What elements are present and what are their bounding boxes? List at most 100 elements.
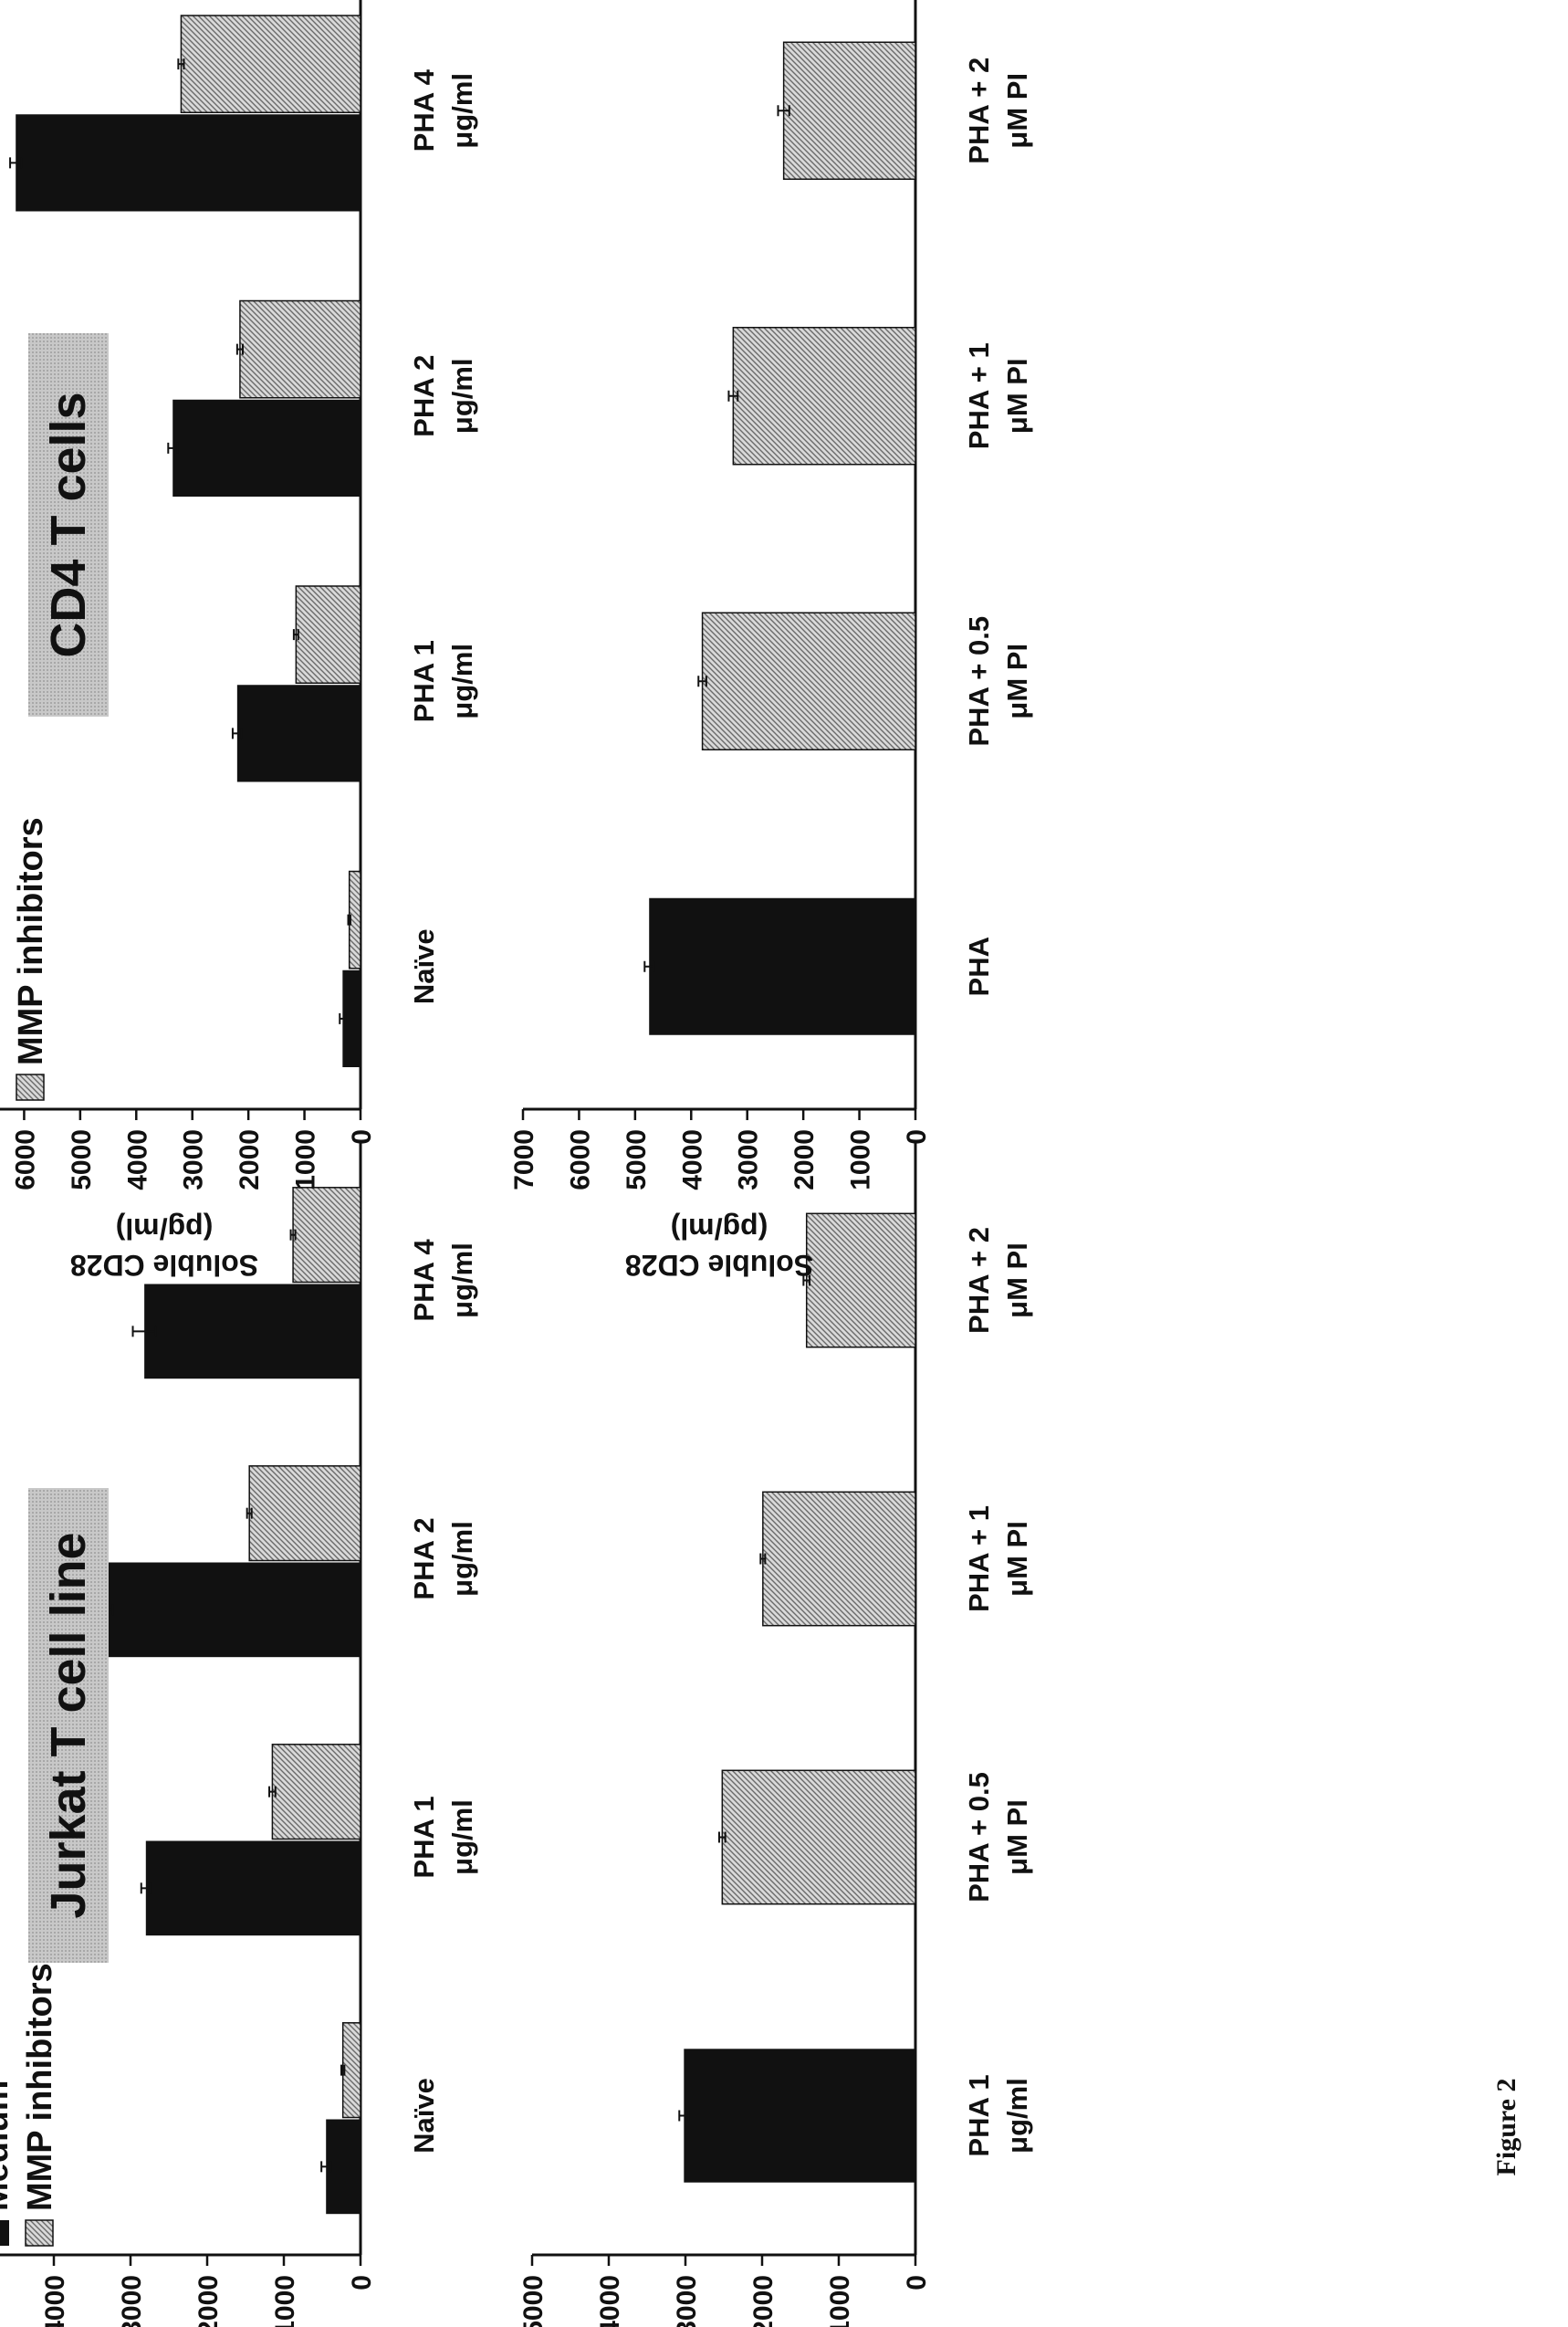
bar-3 [732, 327, 916, 466]
y-tick-label: 5000 [67, 1129, 97, 1190]
category-label: PHA 4 [408, 1239, 440, 1322]
y-tick-label: 1000 [825, 2275, 855, 2327]
y-tick-label: 1000 [291, 1129, 321, 1190]
bar-medium-1 [326, 2119, 361, 2215]
bar-4 [782, 41, 916, 180]
y-tick-label: 6000 [10, 1129, 40, 1190]
legend-label: medium [0, 932, 6, 1065]
y-tick-label: 5000 [622, 1129, 652, 1190]
category-label: μg/ml [1001, 2078, 1033, 2154]
bar-mmp-4 [180, 15, 361, 113]
group-title-1: Jurkat T cell line [28, 1488, 109, 1963]
y-axis-label-unit: (pg/ml) [116, 1212, 214, 1245]
legend-swatch [0, 2220, 9, 2246]
category-label: PHA + 1 [963, 342, 995, 449]
bar-mmp-3 [248, 1465, 361, 1562]
category-label: Naïve [408, 928, 440, 1004]
y-tick-label: 0 [347, 1129, 377, 1145]
bar-medium-3 [103, 1562, 361, 1658]
y-tick-label: 3000 [734, 1129, 764, 1190]
category-label: PHA + 2 [963, 1227, 995, 1334]
y-axis-label: Soluble CD28 [70, 1249, 258, 1282]
category-label: PHA 2 [408, 1517, 440, 1599]
bar-2 [721, 1769, 916, 1905]
group-title-text: Jurkat T cell line [41, 1532, 96, 1918]
bar-1 [684, 2049, 915, 2183]
group-title-background [28, 1488, 109, 1963]
bar-3 [762, 1491, 916, 1627]
bar-mmp-1 [341, 2022, 361, 2119]
y-tick-label: 1000 [270, 2275, 300, 2327]
bar-4 [805, 1212, 916, 1348]
bar-mmp-4 [292, 1187, 361, 1284]
figure-caption: Figure 2 [1491, 2079, 1521, 2176]
bar-medium-3 [172, 399, 361, 497]
y-tick-label: 2000 [193, 2275, 224, 2327]
category-label: μM PI [1001, 1242, 1033, 1318]
category-label: PHA 1 [408, 1796, 440, 1878]
y-axis-label-unit: (pg/ml) [671, 1212, 768, 1245]
y-tick-label: 4000 [40, 2275, 70, 2327]
legend-label: MMP inhibitors [12, 817, 50, 1065]
category-label: PHA + 0.5 [963, 616, 995, 747]
category-label: PHA [963, 937, 995, 996]
bar-medium-4 [144, 1284, 361, 1379]
category-label: PHA + 1 [963, 1505, 995, 1612]
group-title-2: CD4 T cells [28, 333, 109, 717]
y-tick-label: 5000 [518, 2275, 549, 2327]
category-label: μg/ml [446, 1242, 478, 1318]
y-tick-label: 3000 [672, 2275, 702, 2327]
chart-panel-1: 010002000300040005000Soluble CD28(pg/ml)… [0, 1141, 478, 2327]
category-label: PHA 4 [408, 68, 440, 152]
bar-mmp-2 [295, 585, 361, 684]
y-tick-label: 3000 [179, 1129, 209, 1190]
legend-label: Medium [0, 2080, 16, 2211]
bar-medium-1 [342, 970, 361, 1067]
category-label: PHA + 2 [963, 58, 995, 164]
y-tick-label: 4000 [595, 2275, 625, 2327]
chart-panel-4: 0 1000 2000 3000 4000 5000 6000 7000 Soluble CD2… [509, 0, 1033, 1282]
category-label: PHA 2 [408, 355, 440, 437]
legend-swatch [16, 1074, 45, 1101]
category-label: PHA 1 [408, 640, 440, 722]
group-title-text: CD4 T cells [41, 392, 96, 657]
category-label: μg/ml [446, 644, 478, 719]
bar-2 [701, 612, 916, 750]
category-label: μg/ml [446, 73, 478, 149]
y-tick-label: 2000 [789, 1129, 820, 1190]
y-tick-label: 6000 [565, 1129, 595, 1190]
legend-label: MMP inhibitors [21, 1963, 59, 2211]
legend-swatch [25, 2219, 54, 2247]
category-label: PHA + 0.5 [963, 1772, 995, 1902]
bar-medium-4 [16, 114, 361, 212]
category-label: μM PI [1001, 644, 1033, 719]
chart-panel-2: 0 1000 2000 3000 4000 5000 Soluble CD28 (pg/ml)… [518, 1141, 1033, 2327]
category-label: μM PI [1001, 73, 1033, 149]
category-label: μM PI [1001, 1521, 1033, 1597]
y-tick-label: 2000 [235, 1129, 265, 1190]
y-tick-label: 2000 [748, 2275, 779, 2327]
category-label: μg/ml [446, 358, 478, 434]
bar-mmp-2 [271, 1744, 361, 1840]
category-label: μM PI [1001, 358, 1033, 434]
group-title-background [28, 333, 109, 717]
y-tick-label: 3000 [117, 2275, 147, 2327]
y-tick-label: 0 [902, 1129, 932, 1145]
category-label: Naïve [408, 2078, 440, 2154]
y-tick-label: 0 [902, 2275, 932, 2290]
category-label: μg/ml [446, 1521, 478, 1597]
bar-medium-2 [236, 685, 361, 782]
category-label: μM PI [1001, 1799, 1033, 1875]
y-tick-label: 4000 [122, 1129, 152, 1190]
bar-medium-2 [145, 1840, 361, 1936]
category-label: μg/ml [446, 1799, 478, 1875]
y-tick-label: 7000 [509, 1129, 539, 1190]
bar-1 [649, 897, 915, 1035]
y-axis-label: Soluble CD28 [625, 1249, 813, 1282]
category-label: PHA 1 [963, 2074, 995, 2156]
y-tick-label: 0 [347, 2275, 377, 2290]
y-tick-label: 4000 [677, 1129, 707, 1190]
y-tick-label: 1000 [846, 1129, 876, 1190]
